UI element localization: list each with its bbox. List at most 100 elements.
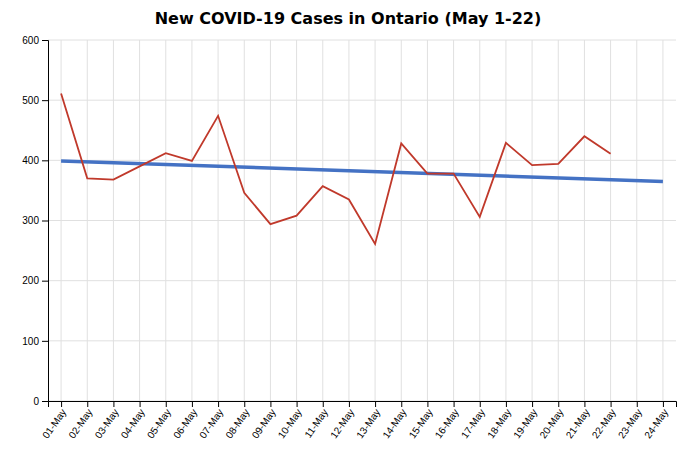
- tick-mark: [42, 281, 48, 282]
- tick-label: 16-May: [433, 407, 461, 441]
- tick-label: 400: [22, 155, 39, 166]
- tick-label: 14-May: [380, 407, 408, 441]
- tick-mark: [532, 401, 533, 407]
- tick-mark: [427, 401, 428, 407]
- tick: 03-May: [93, 401, 121, 440]
- grid-line: [48, 40, 676, 41]
- grid-line: [505, 40, 506, 401]
- series-line: [61, 94, 611, 244]
- grid-line: [191, 40, 192, 401]
- tick-mark: [611, 401, 612, 407]
- tick-mark: [192, 401, 193, 407]
- grid-line: [322, 40, 323, 401]
- tick-mark: [113, 401, 114, 407]
- tick-label: 05-May: [145, 407, 173, 441]
- tick-mark: [401, 401, 402, 407]
- tick-mark: [218, 401, 219, 407]
- tick: 06-May: [171, 401, 199, 440]
- tick-label: 0: [33, 396, 39, 407]
- x-axis: 01-May02-May03-May04-May05-May06-May07-M…: [40, 401, 676, 440]
- tick-label: 17-May: [459, 407, 487, 441]
- tick: 18-May: [485, 401, 513, 440]
- grid-line: [270, 40, 271, 401]
- tick-mark: [270, 401, 271, 407]
- tick-label: 22-May: [590, 407, 618, 441]
- tick-mark: [637, 401, 638, 407]
- tick-label: 500: [22, 95, 39, 106]
- grid-line: [87, 40, 88, 401]
- grid-line: [348, 40, 349, 401]
- chart: New COVID-19 Cases in Ontario (May 1-22)…: [0, 0, 696, 463]
- tick-label: 11-May: [302, 407, 330, 440]
- tick-mark: [558, 401, 559, 407]
- tick-label: 19-May: [511, 407, 539, 441]
- tick-mark: [42, 221, 48, 222]
- tick-mark: [244, 401, 245, 407]
- grid-line: [113, 40, 114, 401]
- plot: 0 100 200 300 400 500 600 01-May02-May03-May04-…: [22, 35, 676, 441]
- tick: 13-May: [354, 401, 382, 440]
- tick: 200: [22, 275, 48, 286]
- tick-mark: [323, 401, 324, 407]
- grid-line: [375, 40, 376, 401]
- grid-line: [453, 40, 454, 401]
- tick-mark: [42, 100, 48, 101]
- tick: 10-May: [276, 401, 304, 440]
- grid-line: [479, 40, 480, 401]
- tick-mark: [42, 401, 48, 402]
- tick: 300: [22, 215, 48, 226]
- tick: 100: [22, 336, 48, 347]
- grid-line: [218, 40, 219, 401]
- tick: 600: [22, 35, 48, 46]
- tick-label: 12-May: [328, 407, 356, 441]
- grid-line: [48, 100, 676, 101]
- tick-label: 20-May: [537, 407, 565, 441]
- tick-mark: [166, 401, 167, 407]
- tick-mark: [42, 40, 48, 41]
- grid-line: [48, 340, 676, 341]
- tick: 21-May: [564, 401, 592, 440]
- tick-label: 21-May: [564, 407, 592, 441]
- tick-label: 15-May: [407, 407, 435, 441]
- tick: 15-May: [407, 401, 435, 440]
- tick: 14-May: [380, 401, 408, 440]
- grid-line: [48, 280, 676, 281]
- tick-mark: [297, 401, 298, 407]
- grid-line: [662, 40, 663, 401]
- tick-mark: [506, 401, 507, 407]
- grid-line: [636, 40, 637, 401]
- tick: 500: [22, 95, 48, 106]
- tick: 24-May: [642, 401, 670, 440]
- tick-mark: [663, 401, 664, 407]
- tick-label: 300: [22, 215, 39, 226]
- axis-line: [49, 402, 677, 408]
- grid-line: [584, 40, 585, 401]
- tick-label: 09-May: [250, 407, 278, 441]
- tick: 01-May: [40, 401, 68, 440]
- tick-mark: [454, 401, 455, 407]
- y-axis: 0 100 200 300 400 500 600: [22, 35, 48, 407]
- tick: 16-May: [433, 401, 461, 440]
- tick-mark: [584, 401, 585, 407]
- tick: 05-May: [145, 401, 173, 440]
- tick: 09-May: [250, 401, 278, 440]
- tick-label: 04-May: [119, 407, 147, 441]
- grid-line: [296, 40, 297, 401]
- tick-label: 08-May: [223, 407, 251, 441]
- tick: 0: [33, 396, 48, 407]
- tick: 19-May: [511, 401, 539, 440]
- tick-label: 18-May: [485, 407, 513, 441]
- tick-mark: [480, 401, 481, 407]
- tick-label: 600: [22, 35, 39, 46]
- tick-label: 23-May: [616, 407, 644, 441]
- tick: 20-May: [537, 401, 565, 440]
- tick: 12-May: [328, 401, 356, 440]
- grid-line: [244, 40, 245, 401]
- tick-label: 200: [22, 275, 39, 286]
- tick: 11-May: [302, 401, 330, 440]
- grid-line: [558, 40, 559, 401]
- tick-label: 07-May: [197, 407, 225, 441]
- tick-mark: [140, 401, 141, 407]
- grid-line: [165, 40, 166, 401]
- grid-line: [48, 160, 676, 161]
